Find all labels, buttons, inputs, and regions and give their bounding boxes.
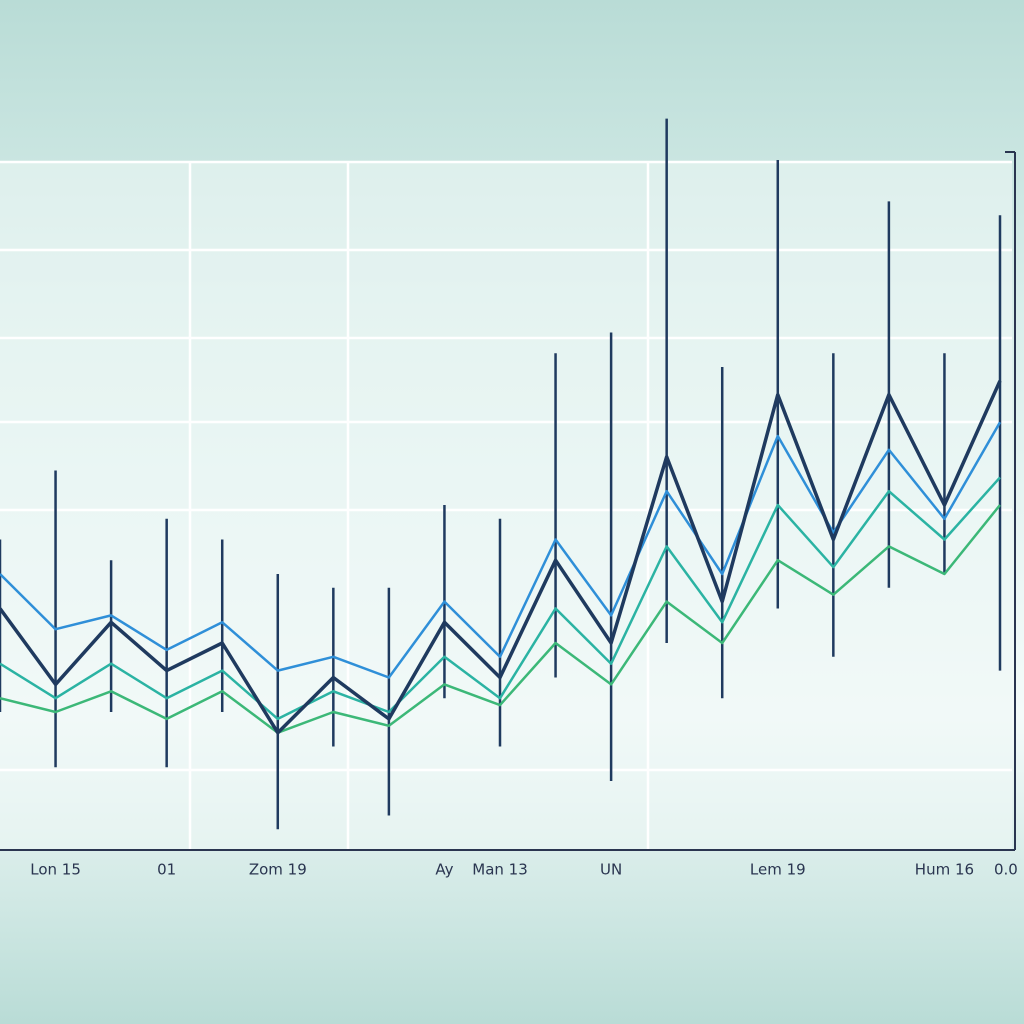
x-tick-label: UN [600,861,622,879]
x-labels: Lon 15 01 Zom 19 Ay Man 13 UN Lem 19 Hum 16 0.0 [30,861,1018,879]
x-tick-label: Zom 19 [249,861,307,879]
marks [0,118,1002,830]
x-tick-label: Man 13 [472,861,528,879]
series-line [0,380,1002,735]
series-line [0,476,1001,721]
series-line [0,421,1002,679]
x-tick-label: Lon 15 [30,861,81,879]
series-line [0,504,1001,734]
plot-area [0,162,1012,850]
x-tick-label: Lem 19 [750,861,806,879]
x-tick-label: 01 [157,861,176,879]
x-tick-label: 0.0 [994,861,1018,879]
grid [0,160,1012,850]
x-tick-label: Hum 16 [915,861,974,879]
x-tick-label: Ay [435,861,453,879]
